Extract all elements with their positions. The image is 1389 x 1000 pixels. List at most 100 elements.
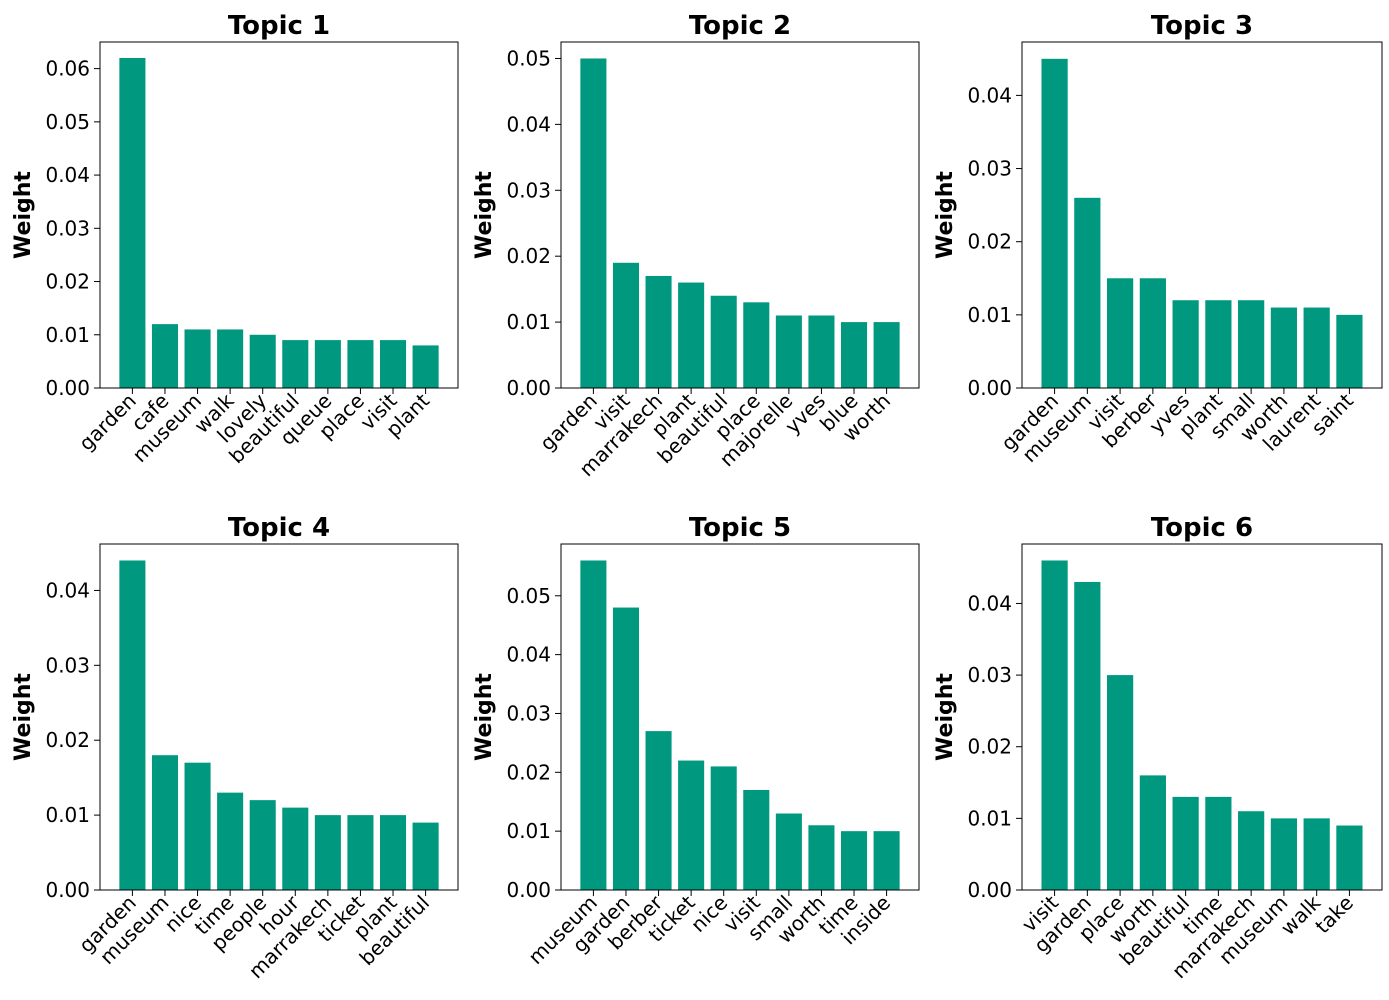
y-tick-label: 0.03 <box>967 157 1012 181</box>
y-tick-label: 0.00 <box>506 376 551 400</box>
plot-frame <box>560 543 920 891</box>
y-tick-label: 0.02 <box>967 735 1012 759</box>
y-tick-label: 0.00 <box>45 376 90 400</box>
y-tick-label: 0.04 <box>45 578 90 602</box>
bar-queue <box>314 340 341 388</box>
plot-frame <box>99 543 459 891</box>
chart-title: Topic 5 <box>689 513 791 543</box>
y-tick-label: 0.04 <box>506 643 551 667</box>
bar-beautiful <box>282 340 309 388</box>
bar-museum <box>1270 818 1298 890</box>
y-tick-label: 0.05 <box>506 46 551 70</box>
y-tick-label: 0.02 <box>967 230 1012 254</box>
bar-garden <box>612 607 640 890</box>
chart-title: Topic 4 <box>228 513 330 543</box>
y-tick-label: 0.03 <box>45 653 90 677</box>
bar-yves <box>808 315 835 388</box>
bar-plant <box>379 815 407 890</box>
bar-garden <box>1041 58 1068 388</box>
bar-plant <box>678 282 705 388</box>
bar-ticket <box>678 760 705 890</box>
y-tick-label: 0.00 <box>506 878 551 902</box>
bar-lovely <box>249 334 276 388</box>
bar-marrakech <box>1238 811 1265 890</box>
y-tick-label: 0.02 <box>506 760 551 784</box>
bar-place <box>347 340 374 388</box>
bar-visit <box>743 789 770 890</box>
bar-garden <box>1074 581 1101 890</box>
y-tick-label: 0.02 <box>506 244 551 268</box>
bar-museum <box>151 755 179 890</box>
bar-people <box>249 800 276 890</box>
bar-beautiful <box>710 295 737 388</box>
bar-berber <box>645 731 672 890</box>
chart-panel-2: Topic 2Weight0.000.010.020.030.040.05gar… <box>472 11 920 481</box>
bar-garden <box>119 57 146 388</box>
bar-marrakech <box>645 275 672 388</box>
bar-museum <box>580 560 607 890</box>
bar-beautiful <box>1172 796 1199 890</box>
y-tick-label: 0.02 <box>45 270 90 294</box>
chart-panel-4: Topic 4Weight0.000.010.020.030.04gardenm… <box>11 513 459 983</box>
chart-panel-3: Topic 3Weight0.000.010.020.030.04gardenm… <box>933 11 1383 467</box>
y-tick-label: 0.04 <box>506 112 551 136</box>
plot-frame <box>560 41 920 389</box>
bar-ticket <box>347 815 374 890</box>
bar-cafe <box>151 324 179 388</box>
y-tick-label: 0.05 <box>45 110 90 134</box>
bar-nice <box>710 766 737 890</box>
bar-walk <box>217 329 244 388</box>
y-tick-label: 0.04 <box>45 163 90 187</box>
chart-panel-1: Topic 1 Weight 0.00 0.01 0.02 0.03 0.04 0.05 0.0… <box>11 11 459 468</box>
bar-take <box>1336 825 1363 890</box>
y-tick-label: 0.01 <box>506 310 551 334</box>
bar-walk <box>1303 818 1330 890</box>
y-axis-label: Weight <box>472 171 497 259</box>
y-axis-label: Weight <box>933 673 958 761</box>
bar-blue <box>840 322 868 388</box>
y-tick-label: 0.04 <box>967 83 1012 107</box>
bar-visit <box>1041 560 1068 890</box>
bar-place <box>743 302 770 388</box>
bar-beautiful <box>412 822 439 890</box>
y-tick-label: 0.03 <box>506 178 551 202</box>
y-tick-label: 0.00 <box>967 376 1012 400</box>
bar-plant <box>412 345 439 388</box>
bar-place <box>1106 675 1134 890</box>
y-axis-label: Weight <box>11 673 36 761</box>
y-tick-label: 0.03 <box>506 701 551 725</box>
bar-worth <box>873 322 900 388</box>
chart-panel-5: Topic 5Weight0.000.010.020.030.040.05mus… <box>472 513 920 969</box>
bar-marrakech <box>314 815 341 890</box>
bar-inside <box>873 831 900 890</box>
plot-frame <box>1021 41 1383 389</box>
bar-worth <box>1139 775 1166 890</box>
y-tick-label: 0.05 <box>506 584 551 608</box>
y-tick-label: 0.06 <box>45 57 90 81</box>
bar-museum <box>1074 197 1101 388</box>
bar-small <box>1238 300 1265 388</box>
y-tick-label: 0.02 <box>45 728 90 752</box>
bar-yves <box>1172 300 1199 388</box>
bar-visit <box>612 262 640 388</box>
bar-visit <box>1106 278 1134 388</box>
plot-frame <box>99 41 459 389</box>
y-axis-label: Weight <box>472 673 497 761</box>
bar-garden <box>119 560 146 890</box>
y-tick-label: 0.04 <box>967 591 1012 615</box>
bar-time <box>217 792 244 890</box>
bar-visit <box>379 340 407 388</box>
bar-nice <box>184 762 211 890</box>
chart-title: Topic 2 <box>689 11 791 41</box>
bar-garden <box>580 58 607 388</box>
y-tick-label: 0.01 <box>967 806 1012 830</box>
y-tick-label: 0.01 <box>506 819 551 843</box>
bar-plant <box>1205 300 1232 388</box>
bar-berber <box>1139 278 1166 388</box>
bar-museum <box>184 329 211 388</box>
bar-time <box>840 831 868 890</box>
bar-saint <box>1336 314 1363 388</box>
chart-panel-6: Topic 6Weight0.000.010.020.030.04visitga… <box>933 513 1383 983</box>
y-tick-label: 0.03 <box>45 216 90 240</box>
